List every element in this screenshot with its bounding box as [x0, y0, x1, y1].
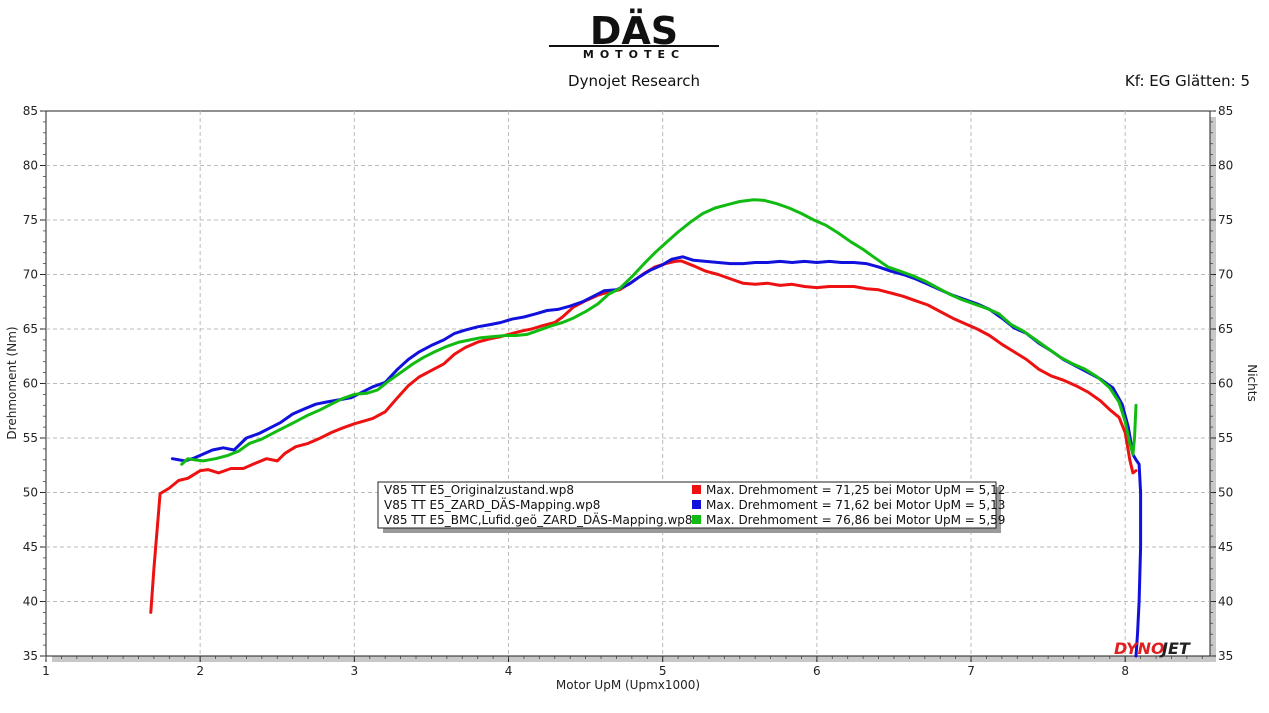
x-tick-label: 1 [42, 664, 50, 678]
logo-sub: MOTOTEC [583, 48, 685, 61]
legend-swatch-3 [692, 515, 701, 524]
y-axis-right-title: Nichts [1245, 364, 1259, 401]
legend-max-1: Max. Drehmoment = 71,25 bei Motor UpM = … [706, 483, 1005, 497]
y-tick-label-right: 55 [1218, 431, 1233, 445]
legend-swatch-1 [692, 485, 701, 494]
x-tick-label: 6 [813, 664, 821, 678]
y-tick-label: 60 [23, 377, 38, 391]
x-tick-label: 2 [196, 664, 204, 678]
dynojet-watermark: DYNO JET [1114, 639, 1191, 658]
y-tick-label-right: 85 [1218, 104, 1233, 118]
y-tick-label-right: 80 [1218, 159, 1233, 173]
legend-max-2: Max. Drehmoment = 71,62 bei Motor UpM = … [706, 498, 1005, 512]
x-tick-label: 4 [505, 664, 513, 678]
y-tick-label: 70 [23, 268, 38, 282]
y-tick-label-right: 60 [1218, 377, 1233, 391]
smoothing-label: Kf: EG Glätten: 5 [1125, 72, 1250, 90]
das-mototec-logo: DÄS MOTOTEC [549, 9, 719, 61]
series-lines [149, 198, 1143, 658]
y-tick-label-right: 45 [1218, 540, 1233, 554]
y-tick-label: 55 [23, 431, 38, 445]
watermark-jet: JET [1159, 639, 1191, 658]
y-tick-label-right: 70 [1218, 268, 1233, 282]
y-tick-label: 75 [23, 213, 38, 227]
series-line-3 [180, 198, 1138, 466]
x-axis-title: Motor UpM (Upmx1000) [556, 678, 700, 692]
y-tick-label-right: 75 [1218, 213, 1233, 227]
legend: V85 TT E5_Originalzustand.wp8 V85 TT E5_… [377, 481, 1005, 533]
y-tick-label: 45 [23, 540, 38, 554]
x-tick-label: 5 [659, 664, 667, 678]
legend-file-3: V85 TT E5_BMC,Lufid.geö_ZARD_DÄS-Mapping… [384, 512, 693, 527]
y-tick-label-right: 65 [1218, 322, 1233, 336]
y-tick-label-right: 50 [1218, 486, 1233, 500]
y-tick-label-right: 40 [1218, 595, 1233, 609]
watermark-dyno: DYNO [1114, 639, 1165, 658]
legend-max-3: Max. Drehmoment = 76,86 bei Motor UpM = … [706, 513, 1005, 527]
legend-file-2: V85 TT E5_ZARD_DÄS-Mapping.wp8 [384, 497, 600, 512]
legend-swatch-2 [692, 500, 701, 509]
x-tick-label: 3 [351, 664, 359, 678]
chart-title: Dynojet Research [568, 72, 700, 90]
y-tick-label: 65 [23, 322, 38, 336]
x-tick-label: 7 [967, 664, 975, 678]
y-tick-label: 85 [23, 104, 38, 118]
legend-box [377, 481, 997, 529]
y-tick-label: 50 [23, 486, 38, 500]
logo-divider [549, 45, 719, 47]
y-axis-title: Drehmoment (Nm) [5, 326, 19, 439]
y-tick-label: 40 [23, 595, 38, 609]
y-tick-label-right: 35 [1218, 649, 1233, 663]
legend-file-1: V85 TT E5_Originalzustand.wp8 [384, 483, 574, 497]
x-tick-label: 8 [1121, 664, 1129, 678]
y-tick-label: 35 [23, 649, 38, 663]
y-tick-label: 80 [23, 159, 38, 173]
